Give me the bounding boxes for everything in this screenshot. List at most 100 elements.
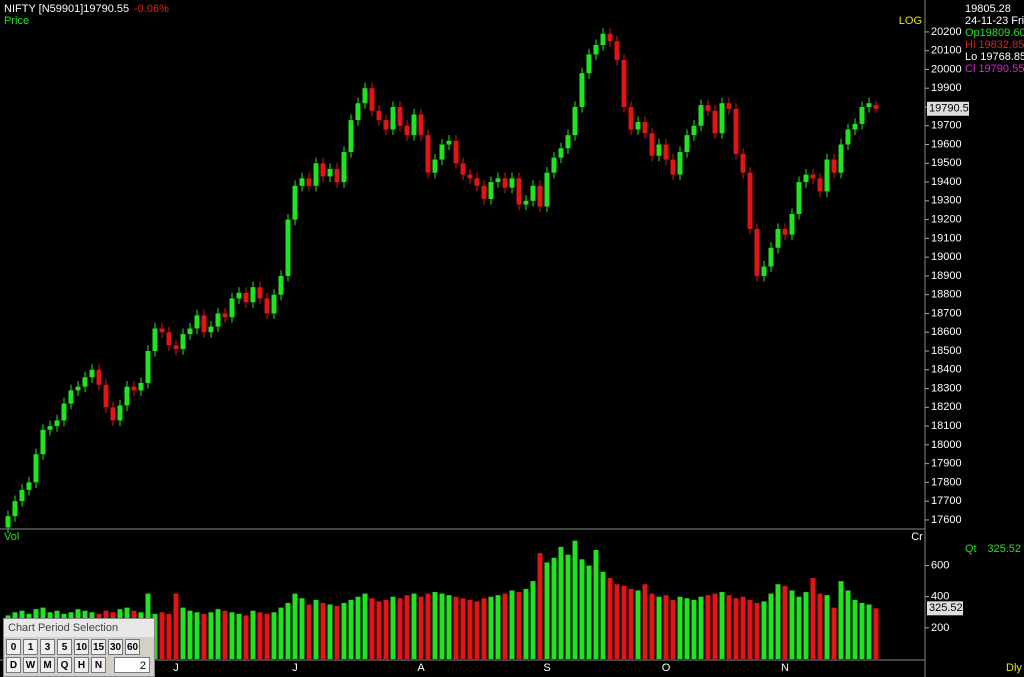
volume-bar [509,590,515,659]
volume-bar [278,607,284,659]
candle-body [439,144,445,160]
period-button[interactable]: 1 [23,639,38,655]
y-tick-label: 19600 [931,138,962,150]
candle-body [173,345,179,350]
volume-bar [474,601,480,659]
panel-label: Vol [4,531,19,543]
period-button[interactable]: N [91,657,106,673]
candle-body [166,332,172,346]
candle-body [796,182,802,214]
candle-body [348,120,354,153]
volume-bar [180,607,186,659]
volume-bar [551,557,557,659]
volume-bar [439,593,445,659]
candle-body [236,292,242,299]
volume-bar [628,588,634,659]
period-button[interactable]: Q [57,657,72,673]
candle-body [96,369,102,385]
y-tick-label: 200 [931,622,949,634]
period-button[interactable]: 15 [91,639,106,655]
period-button[interactable]: H [74,657,89,673]
volume-bar [348,599,354,659]
x-tick-label: A [417,662,425,674]
y-tick-label: 19700 [931,120,962,132]
volume-bar [698,596,704,659]
candle-body [334,168,340,183]
info-line: 24-11-23 Fri [965,15,1024,27]
volume-bar [719,592,725,659]
candle-body [26,482,32,490]
period-button[interactable]: 30 [108,639,123,655]
button-row: 0 1 3 5 10 15 30 60 [4,637,154,655]
volume-bar [803,592,809,659]
volume-box [927,601,963,616]
volume-bar [789,590,795,659]
candle-body [397,106,403,126]
candle-body [5,516,11,528]
change: -0.06% [134,3,169,15]
period-button[interactable]: 3 [40,639,55,655]
candle-body [516,178,522,205]
popup-title: Chart Period Selection [4,619,154,637]
candle-body [747,172,753,229]
period-button[interactable]: 60 [125,639,140,655]
volume-bar [243,615,249,659]
candle-body [866,103,872,107]
last-volume-label: 325.52 [929,602,963,614]
candle-body [89,369,95,378]
volume-bar [306,604,312,659]
candle-body [558,148,564,158]
period-label: Dly [1006,662,1022,674]
candle-body [537,185,543,207]
period-button[interactable]: D [6,657,21,673]
candle-body [278,275,284,295]
candle-body [40,429,46,455]
candle-body [390,106,396,130]
candle-body [110,407,116,421]
volume-bar [523,588,529,659]
candle-body [719,103,725,134]
period-button[interactable]: 5 [57,639,72,655]
candle-body [803,174,809,183]
unit-label: Cr [911,531,923,543]
candle-body [733,108,739,154]
candle-body [810,174,816,179]
volume-bar [334,606,340,659]
candle-body [362,88,368,104]
volume-bar [173,593,179,659]
candle-body [75,386,81,391]
candle-body [222,313,228,318]
candle-body [551,157,557,173]
volume-bar [530,581,536,659]
candle-body [495,178,501,183]
info-line: Cl 19790.55 [965,63,1024,75]
volume-bar [481,598,487,659]
volume-bar [593,549,599,659]
scale-label: LOG [899,15,922,27]
period-button[interactable]: M [40,657,55,673]
candle-body [215,313,221,327]
candle-body [768,247,774,267]
volume-bar [663,595,669,659]
x-tick-label: J [173,662,179,674]
volume-bar [656,596,662,659]
y-tick-label: 18800 [931,289,962,301]
period-button[interactable]: 10 [74,639,89,655]
candle-body [572,106,578,136]
candle-body [208,326,214,333]
volume-bar [852,599,858,659]
volume-bar [285,602,291,659]
candle-body [299,178,305,186]
volume-bar [446,595,452,659]
quantity-label: Qt [965,543,977,555]
volume-bar [754,602,760,659]
period-input[interactable]: 2 [114,657,150,673]
info-line: Hi 19832.85 [965,39,1024,51]
period-button[interactable]: W [23,657,38,673]
volume-bar [810,578,816,659]
period-button[interactable]: 0 [6,639,21,655]
candle-body [544,172,550,207]
volume-bar [866,604,872,659]
